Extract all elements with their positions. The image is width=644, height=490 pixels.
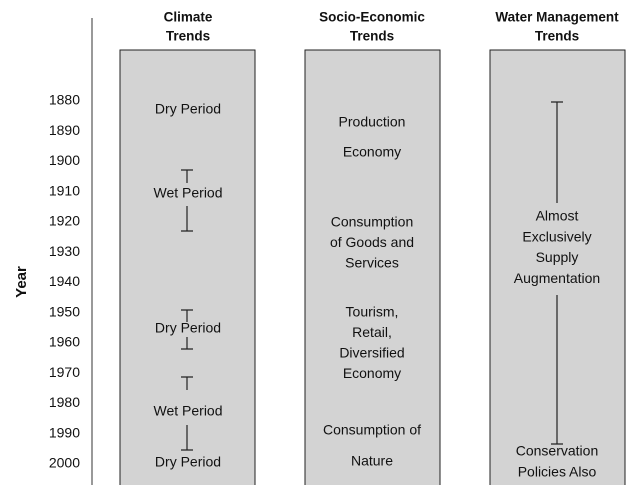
tick-label: 2000 <box>49 455 80 471</box>
item-label: Wet Period <box>154 185 223 201</box>
item-label: Dry Period <box>155 320 221 336</box>
item-label: Dry Period <box>155 454 221 470</box>
item-label: Nature <box>351 453 393 469</box>
item-label: Diversified <box>339 345 404 361</box>
item-label: Retail, <box>352 324 392 340</box>
tick-label: 1980 <box>49 394 80 410</box>
tick-label: 1940 <box>49 273 80 289</box>
tick-label: 1910 <box>49 182 80 198</box>
tick-label: 1970 <box>49 364 80 380</box>
item-label: Almost <box>536 208 579 224</box>
column-title: Climate <box>164 10 213 25</box>
item-label: Production <box>339 114 406 130</box>
tick-label: 1950 <box>49 303 80 319</box>
column-title: Socio-Economic <box>319 10 425 25</box>
tick-label: 1990 <box>49 424 80 440</box>
item-label: Conservation <box>516 443 599 459</box>
column-title: Water Management <box>495 10 619 25</box>
item-label: Dry Period <box>155 101 221 117</box>
column-title: Trends <box>350 29 394 44</box>
tick-label: 1930 <box>49 243 80 259</box>
tick-label: 1960 <box>49 334 80 350</box>
item-label: Supply <box>536 249 579 265</box>
tick-label: 1880 <box>49 92 80 108</box>
axis-label: Year <box>13 266 30 298</box>
tick-label: 1900 <box>49 152 80 168</box>
item-label: Services <box>345 255 399 271</box>
tick-label: 1890 <box>49 122 80 138</box>
item-label: Consumption <box>331 214 414 230</box>
item-label: Exclusively <box>522 228 591 244</box>
column-title: Trends <box>166 29 210 44</box>
layout <box>91 18 626 490</box>
item-label: Economy <box>343 144 401 160</box>
column-box <box>304 49 441 490</box>
item-label: Policies Also <box>518 463 597 479</box>
item-label: Wet Period <box>154 403 223 419</box>
item-label: Consumption of <box>323 422 421 438</box>
item-label: Economy <box>343 365 401 381</box>
tick-label: 1920 <box>49 213 80 229</box>
range-bars <box>181 101 563 451</box>
item-label: of Goods and <box>330 234 414 250</box>
column-box <box>119 49 256 490</box>
item-label: Augmentation <box>514 270 600 286</box>
item-label: Tourism, <box>346 304 399 320</box>
column-title: Trends <box>535 29 579 44</box>
